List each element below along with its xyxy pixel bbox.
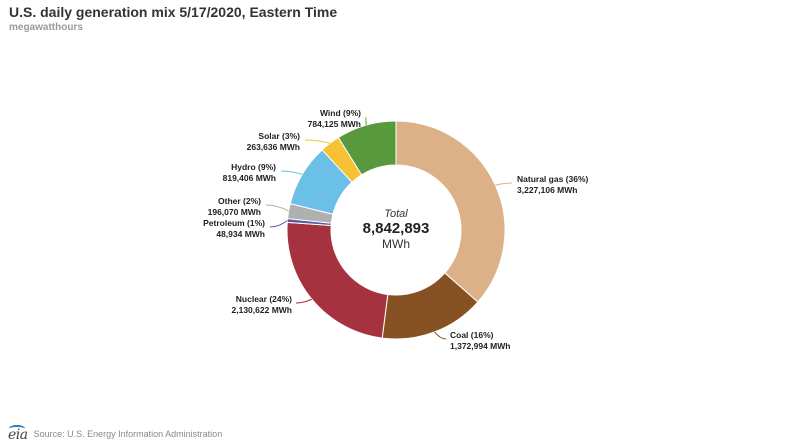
slice-label-value: 1,372,994 MWh [450,341,510,351]
slice-natural-gas[interactable] [395,120,506,303]
leader-line [304,139,331,144]
slice-label-value: 2,130,622 MWh [232,305,292,315]
leader-line [280,170,303,175]
slice-label-value: 3,227,106 MWh [517,185,577,195]
slice-label-name: Nuclear (24%) [236,294,292,304]
source-footer: eia Source: U.S. Energy Information Admi… [8,424,222,443]
slice-label-name: Petroleum (1%) [203,218,265,228]
center-total-label: Total [384,208,408,220]
donut-slices [286,120,506,340]
slice-label-name: Other (2%) [218,196,261,206]
slice-label-value: 48,934 MWh [216,229,265,239]
chart-subtitle: megawatthours [9,22,83,33]
leader-line [265,204,289,212]
slice-labels: Natural gas (36%)3,227,106 MWh Coal (16%)… [203,108,588,351]
leader-line [295,298,312,304]
center-total-value: 8,842,893 [363,220,430,237]
leader-line [269,220,288,228]
slice-nuclear[interactable] [286,221,389,339]
slice-wind[interactable] [337,120,397,176]
slice-label-name: Wind (9%) [320,108,361,118]
eia-logo: eia [8,424,28,443]
slice-label-name: Coal (16%) [450,330,494,340]
slice-label-name: Natural gas (36%) [517,174,588,184]
slice-label-value: 263,636 MWh [247,142,300,152]
chart-title: U.S. daily generation mix 5/17/2020, Eas… [9,4,338,20]
center-total-unit: MWh [382,237,410,251]
center-total: Total 8,842,893 MWh [363,208,430,251]
slice-label-value: 784,125 MWh [308,119,361,129]
slice-label-name: Hydro (9%) [231,162,276,172]
leader-line [434,331,447,340]
leader-line [495,182,513,186]
leader-lines [265,116,513,340]
slice-label-name: Solar (3%) [258,131,300,141]
slice-label-value: 819,406 MWh [223,173,276,183]
source-text: Source: U.S. Energy Information Administ… [33,428,223,439]
slice-label-value: 196,070 MWh [208,207,261,217]
